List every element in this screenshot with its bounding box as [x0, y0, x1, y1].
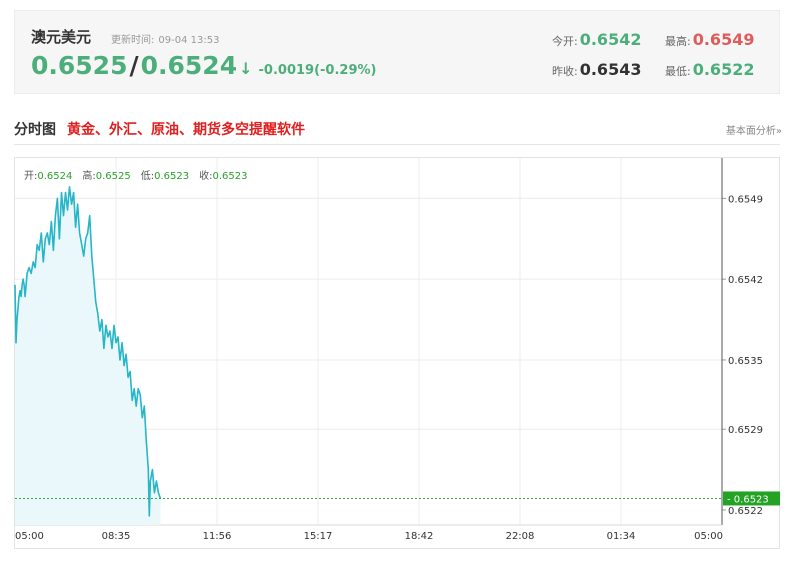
stat-high-label: 最高:	[665, 35, 691, 48]
stat-prev-close: 昨收: 0.6543	[552, 60, 641, 79]
section-divider	[14, 144, 780, 145]
x-tick-label: 11:56	[203, 531, 232, 542]
stat-prev-close-label: 昨收:	[552, 65, 578, 78]
price-area	[15, 186, 161, 525]
update-time-value: 09-04 13:53	[158, 35, 220, 46]
y-tick-label: 0.6549	[728, 194, 763, 205]
alert-software-link[interactable]: 黄金、外汇、原油、期货多空提醒软件	[67, 122, 305, 138]
ask-price: 0.6524	[140, 51, 238, 80]
stat-low-value: 0.6522	[692, 60, 755, 79]
section-title: 分时图	[14, 122, 56, 138]
price-line	[14, 186, 162, 517]
ohlc-low-label: 低:	[140, 171, 155, 182]
y-tick-label: 0.6535	[728, 356, 763, 367]
chart-frame	[14, 157, 780, 549]
price-separator: /	[129, 51, 139, 80]
x-tick-label: 18:42	[405, 531, 434, 542]
stat-open-label: 今开:	[552, 35, 578, 48]
stat-open: 今开: 0.6542	[552, 30, 641, 49]
x-tick-label: 05:00	[694, 531, 723, 542]
quote-panel: 澳元美元 更新时间: 09-04 13:53 0.6525/0.6524 ↓ -0.0…	[14, 10, 780, 94]
ohlc-close-value: 0.6523	[212, 171, 248, 182]
ohlc-readout: 开:0.6524 高:0.6525 低:0.6523 收:0.6523	[24, 167, 258, 182]
price-change: -0.0019(-0.29%)	[258, 63, 377, 78]
ohlc-close-label: 收:	[199, 171, 213, 182]
current-price-label: - 0.6523	[727, 494, 769, 505]
update-time: 更新时间: 09-04 13:53	[111, 31, 219, 46]
fundamental-analysis-link[interactable]: 基本面分析»	[725, 126, 782, 137]
x-tick-label: 01:34	[607, 531, 636, 542]
ohlc-high-label: 高:	[82, 171, 96, 182]
ohlc-low-value: 0.6523	[154, 171, 190, 182]
ohlc-high-value: 0.6525	[95, 171, 131, 182]
price-line: 0.6525/0.6524 ↓ -0.0019(-0.29%)	[31, 51, 376, 80]
update-time-label: 更新时间:	[111, 35, 155, 46]
ohlc-open-value: 0.6524	[37, 171, 73, 182]
stat-open-value: 0.6542	[579, 30, 642, 49]
y-tick-label: 0.6522	[728, 506, 763, 517]
x-tick-label: 05:00	[15, 531, 44, 542]
stat-low: 最低: 0.6522	[665, 60, 754, 79]
current-price-tag	[723, 491, 780, 506]
x-tick-label: 15:17	[304, 531, 333, 542]
instrument-name: 澳元美元	[31, 28, 92, 46]
x-tick-label: 08:35	[102, 531, 131, 542]
stat-low-label: 最低:	[665, 65, 691, 78]
stat-prev-close-value: 0.6543	[579, 60, 642, 79]
ohlc-open-label: 开:	[24, 171, 38, 182]
bid-price: 0.6525	[31, 51, 128, 80]
y-tick-label: 0.6542	[728, 275, 763, 286]
y-tick-label: 0.6529	[728, 425, 763, 436]
stat-high-value: 0.6549	[692, 30, 755, 49]
stat-high: 最高: 0.6549	[665, 30, 754, 49]
down-arrow-icon: ↓	[239, 59, 253, 78]
x-tick-label: 22:08	[506, 531, 535, 542]
